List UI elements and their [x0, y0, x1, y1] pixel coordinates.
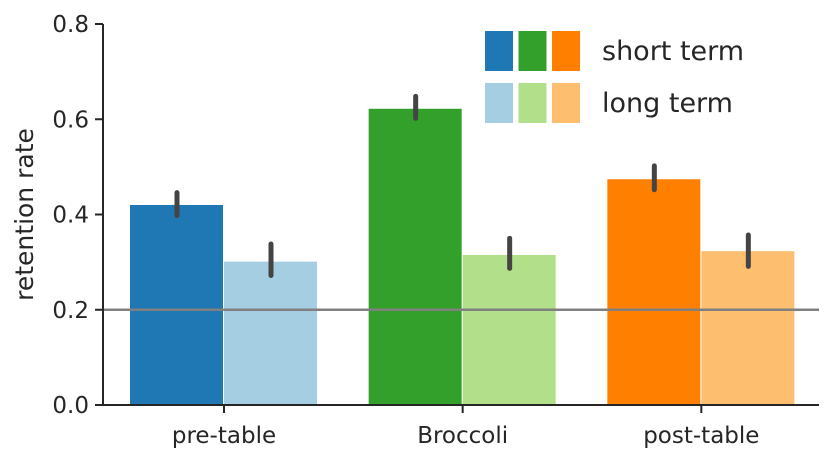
bar-pre-table-long-term [224, 261, 317, 405]
error-bars-group [174, 93, 751, 278]
y-axis-label: retention rate [10, 128, 39, 301]
bar-post-table-short-term [607, 179, 701, 405]
legend-swatch-long-term [518, 83, 547, 123]
x-axis-ticks: pre-table Broccoli post-table [172, 405, 759, 449]
legend-swatch-short-term [552, 31, 580, 71]
legend-swatch-short-term [518, 31, 547, 71]
x-tick-label: post-table [643, 423, 759, 449]
y-tick-label: 0.6 [52, 107, 89, 133]
y-axis-ticks: 0.0 0.2 0.4 0.6 0.8 [52, 12, 103, 419]
y-tick-label: 0.8 [52, 12, 89, 38]
x-tick-label: Broccoli [417, 423, 508, 449]
legend: short term long term [485, 31, 744, 123]
legend-label: long term [602, 88, 733, 119]
legend-swatch-long-term [552, 83, 580, 123]
bars-group [130, 108, 795, 406]
bar-broccoli-long-term [462, 254, 556, 405]
y-tick-label: 0.0 [52, 393, 89, 419]
bar-pre-table-short-term [130, 204, 223, 405]
y-tick-label: 0.4 [52, 203, 89, 229]
legend-swatch-long-term [485, 83, 513, 123]
legend-swatch-short-term [485, 31, 513, 71]
bar-broccoli-short-term [368, 108, 462, 406]
legend-label: short term [602, 36, 744, 67]
x-tick-label: pre-table [172, 423, 276, 449]
y-tick-label: 0.2 [52, 298, 89, 324]
bar-post-table-long-term [701, 251, 795, 405]
